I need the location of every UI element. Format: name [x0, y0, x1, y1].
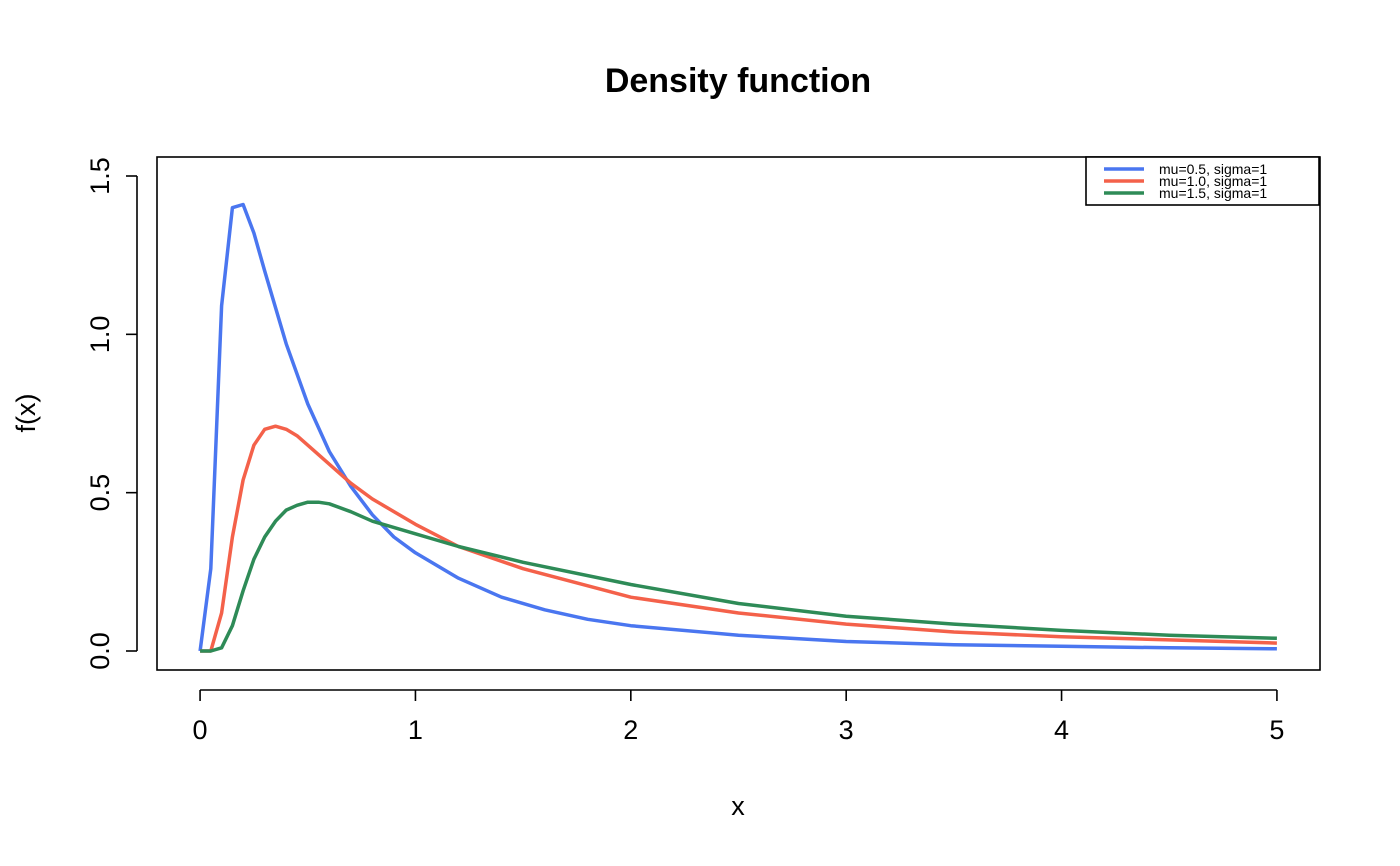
x-tick-label: 1	[408, 715, 423, 745]
y-axis-label: f(x)	[11, 394, 41, 433]
legend-label-1: mu=0.5, sigma=1	[1159, 161, 1267, 177]
y-axis: 0.0 0.5 1.0 1.5	[85, 157, 138, 670]
x-tick-label: 5	[1269, 715, 1284, 745]
x-tick-label: 0	[193, 715, 208, 745]
x-axis-label: x	[731, 791, 745, 821]
y-tick-label: 0.0	[85, 632, 115, 670]
plot-frame	[156, 156, 1321, 671]
chart-title: Density function	[605, 62, 871, 100]
x-tick-label: 2	[623, 715, 638, 745]
x-axis: 0 1 2 3 4 5	[193, 689, 1284, 745]
y-tick-label: 1.5	[85, 157, 115, 195]
y-tick-label: 0.5	[85, 474, 115, 512]
legend: mu=0.5, sigma=1mu=1.0, sigma=1mu=1.5, si…	[1085, 156, 1320, 206]
x-tick-label: 3	[839, 715, 854, 745]
series-line-2	[200, 424, 1277, 653]
legend-label-2: mu=1.0, sigma=1	[1159, 173, 1267, 189]
x-tick-label: 4	[1054, 715, 1069, 745]
series-line-3	[200, 500, 1277, 653]
y-tick-label: 1.0	[85, 316, 115, 354]
series-line-1	[198, 202, 1277, 652]
series-group	[198, 202, 1277, 653]
legend-label-3: mu=1.5, sigma=1	[1159, 185, 1267, 201]
